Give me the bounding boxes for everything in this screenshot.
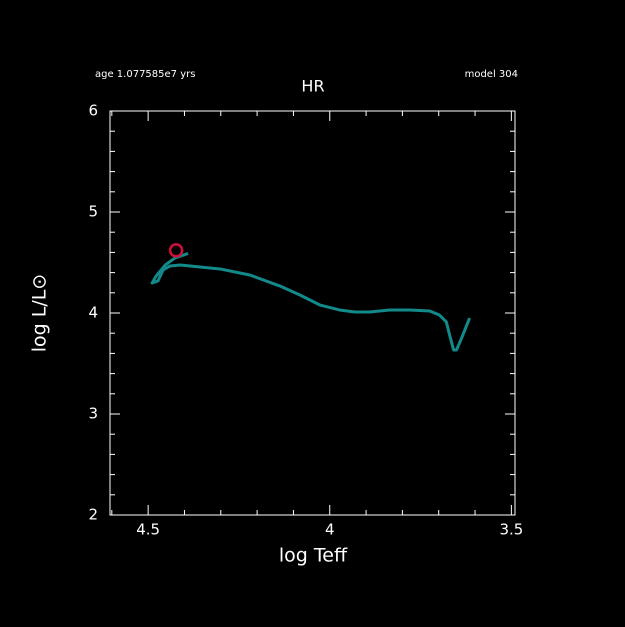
x-axis-label: log Teff bbox=[279, 545, 348, 567]
track-line bbox=[150, 251, 471, 352]
chart-title: HR bbox=[301, 77, 324, 96]
y-axis-label: log L/L⊙ bbox=[29, 274, 51, 353]
y-tick-label: 5 bbox=[88, 203, 98, 221]
y-tick-label: 6 bbox=[88, 102, 98, 120]
x-tick-label: 3.5 bbox=[499, 521, 523, 539]
y-tick-label: 3 bbox=[88, 405, 98, 423]
current-marker bbox=[168, 243, 184, 258]
y-tick-label: 4 bbox=[88, 304, 98, 322]
x-tick-label: 4 bbox=[325, 521, 335, 539]
model-label: model 304 bbox=[465, 69, 518, 80]
x-tick-label: 4.5 bbox=[136, 521, 160, 539]
age-label: age 1.077585e7 yrs bbox=[95, 69, 195, 80]
y-tick-label: 2 bbox=[88, 506, 98, 524]
